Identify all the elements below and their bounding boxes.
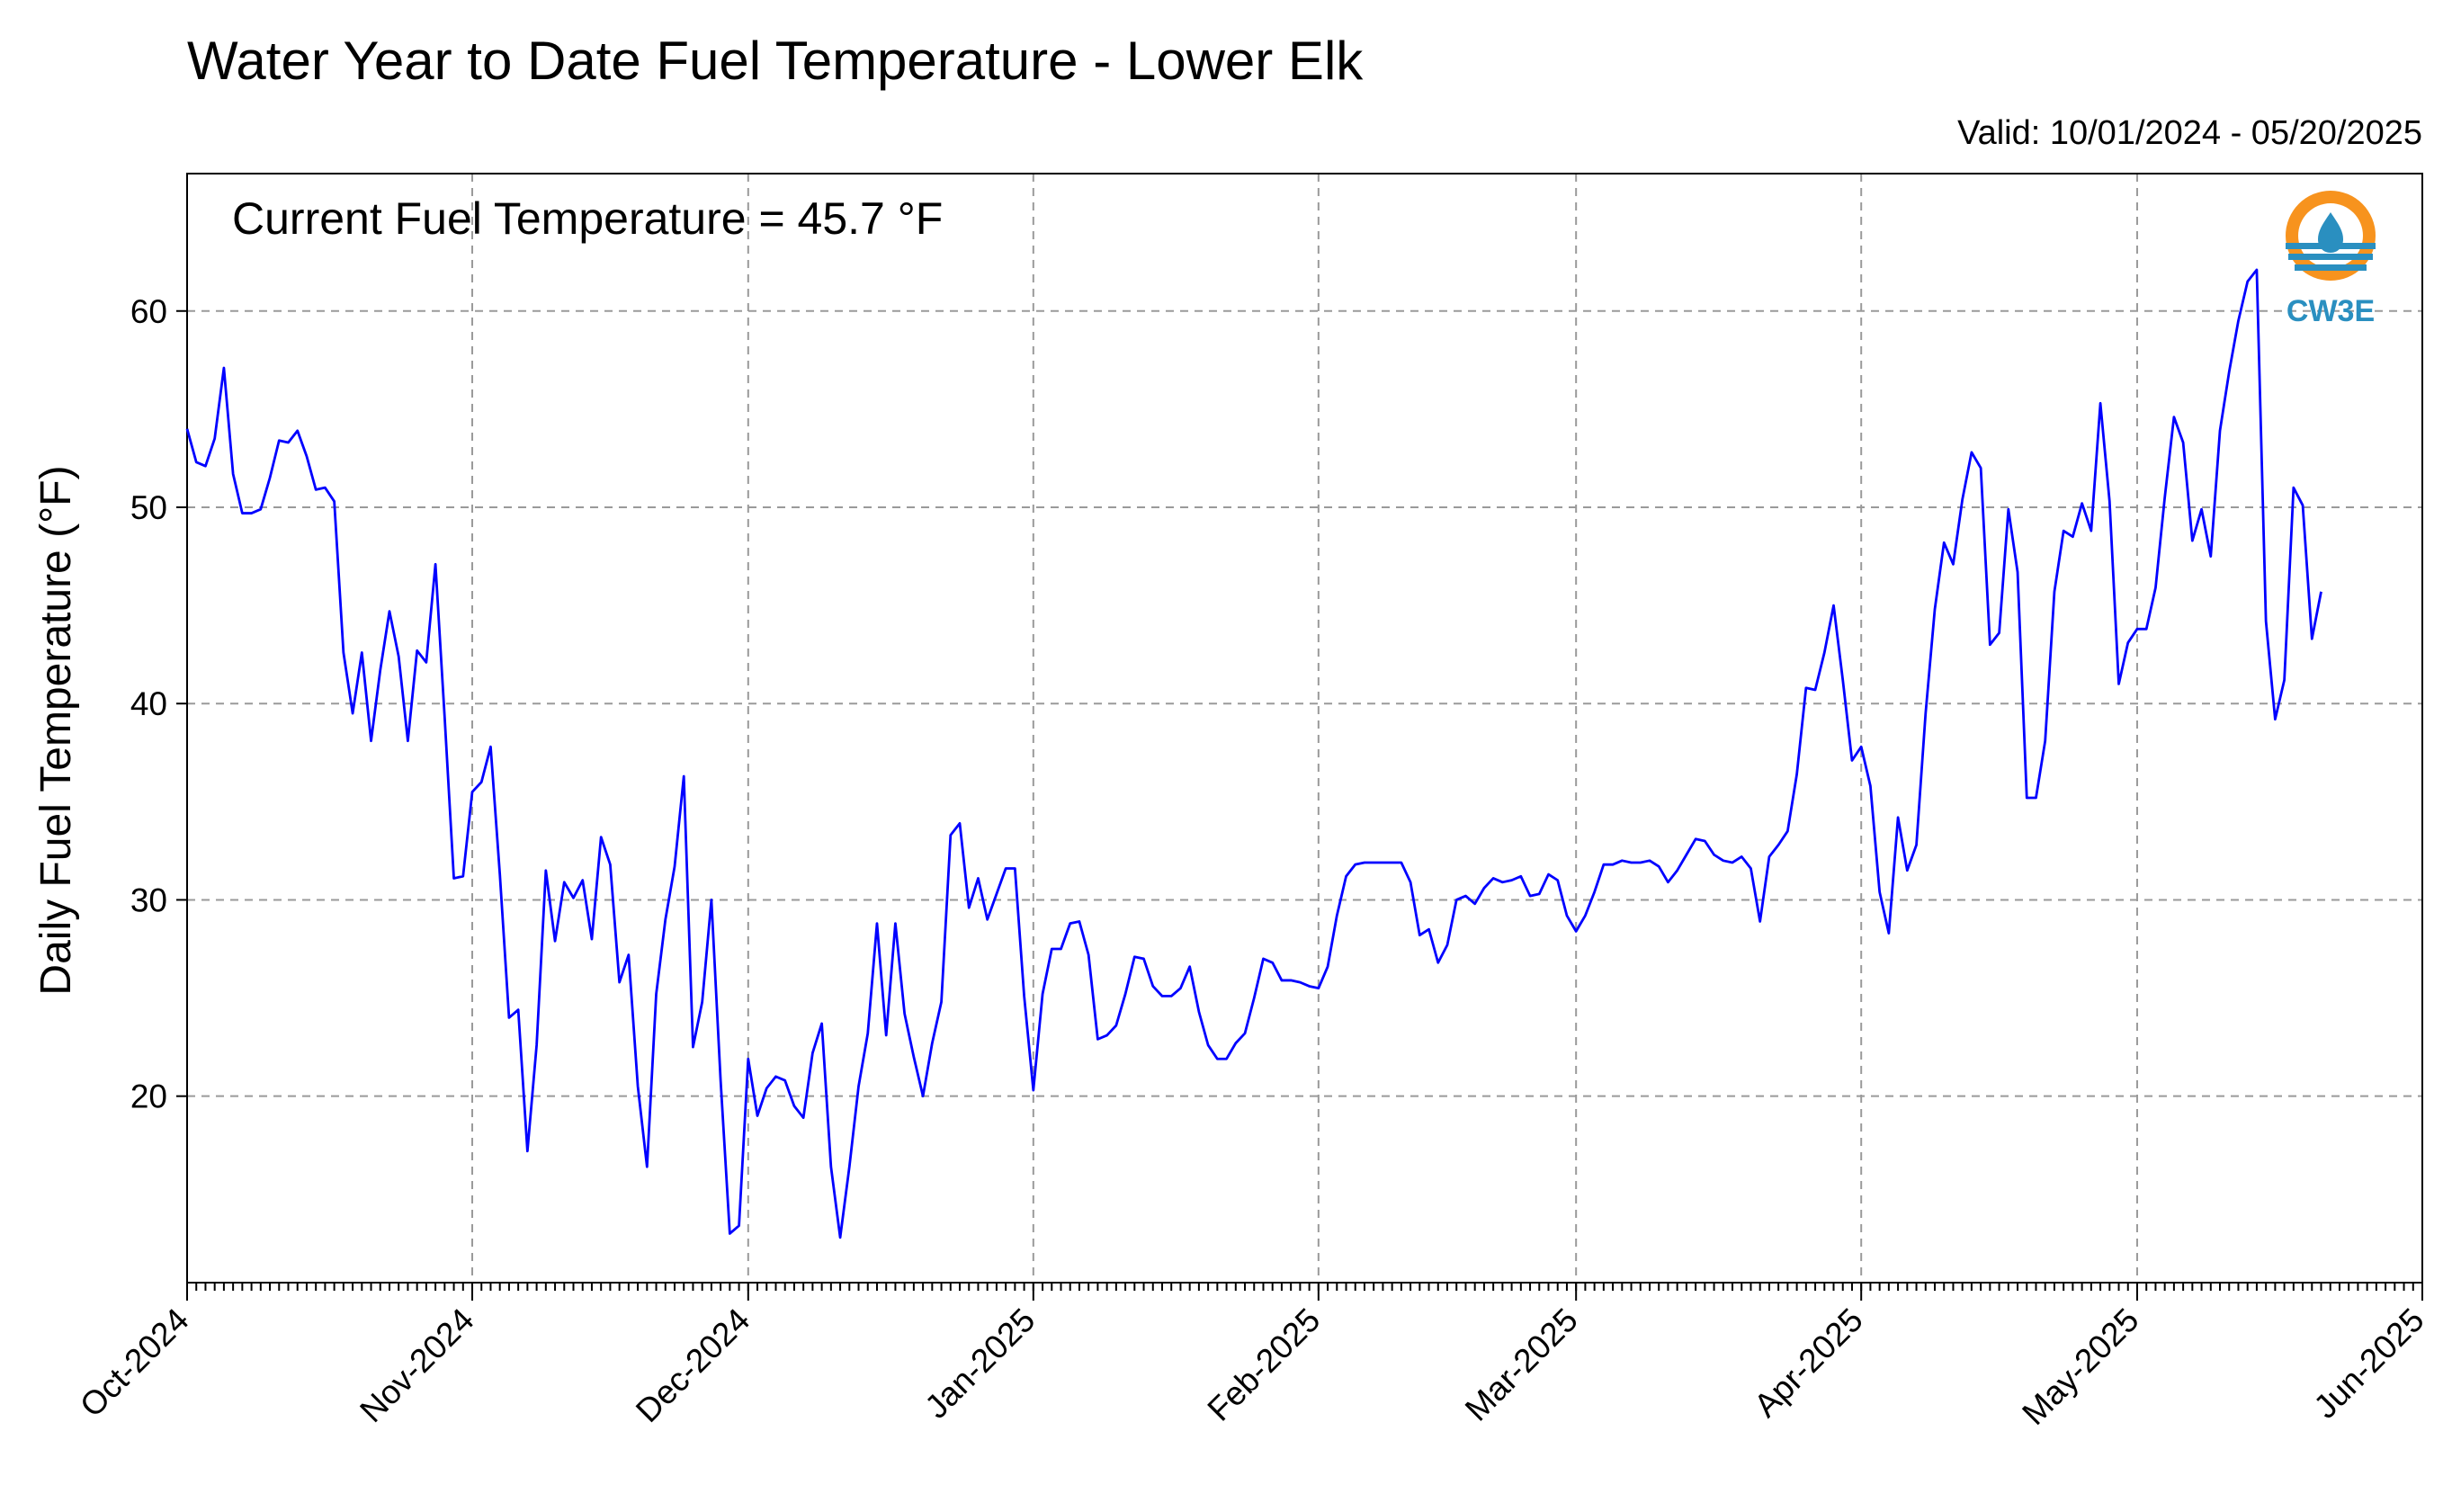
x-tick-label: Oct-2024 [73, 1302, 196, 1425]
x-tick-label: Jun-2025 [2307, 1302, 2431, 1426]
logo-wave-3 [2295, 264, 2367, 271]
x-tick-label: Mar-2025 [1458, 1302, 1585, 1428]
y-tick-label: 60 [130, 293, 167, 330]
valid-date-range: Valid: 10/01/2024 - 05/20/2025 [1957, 114, 2422, 152]
logo-wave-1 [2286, 243, 2376, 249]
water-drop-icon [2318, 212, 2343, 253]
y-axis: 20 30 40 50 60 [130, 293, 187, 1115]
x-tick-label: Jan-2025 [917, 1302, 1042, 1426]
y-tick-label: 30 [130, 881, 167, 918]
plot-area-frame [186, 173, 2423, 1284]
logo-wave-2 [2288, 254, 2373, 260]
cw3e-logo: CW3E [2286, 191, 2376, 328]
current-fuel-temperature-annotation: Current Fuel Temperature = 45.7 °F [232, 193, 943, 244]
x-tick-label: Nov-2024 [353, 1302, 480, 1429]
fuel-temperature-series-line [185, 268, 2322, 1239]
y-tick-label: 50 [130, 489, 167, 526]
y-tick-label: 40 [130, 685, 167, 722]
x-tick-label: Apr-2025 [1747, 1302, 1870, 1425]
y-axis-label: Daily Fuel Temperature (°F) [32, 465, 80, 995]
x-tick-label: Feb-2025 [1201, 1302, 1328, 1428]
logo-text: CW3E [2286, 294, 2375, 328]
x-tick-label: May-2025 [2015, 1302, 2145, 1432]
chart-title: Water Year to Date Fuel Temperature - Lo… [187, 31, 1364, 91]
x-axis: Oct-2024 Nov-2024 Dec-2024 Jan-2025 Feb-2025… [73, 1283, 2431, 1432]
x-tick-label: Dec-2024 [629, 1302, 756, 1429]
y-tick-label: 20 [130, 1078, 167, 1115]
grid-lines [187, 174, 2422, 1283]
